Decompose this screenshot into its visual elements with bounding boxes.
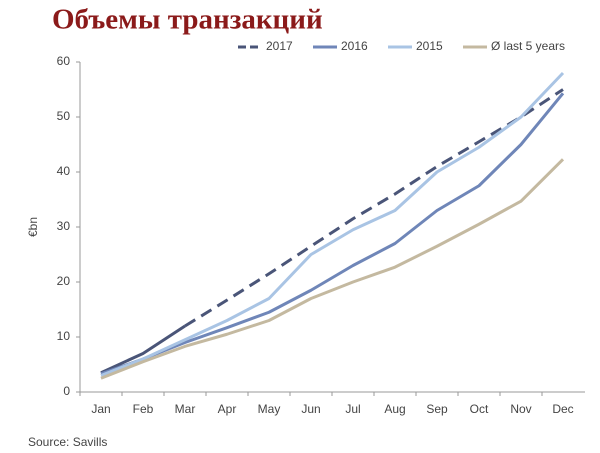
y-tick-label: 30 [57, 219, 71, 233]
line-series [100, 324, 186, 375]
x-tick-label: Apr [218, 402, 237, 416]
line-series [100, 71, 565, 377]
legend-label: 2017 [266, 39, 293, 53]
x-tick-label: Aug [384, 402, 405, 416]
x-tick-label: Jul [345, 402, 360, 416]
x-tick-label: Sep [426, 402, 448, 416]
legend-label: 2016 [341, 39, 368, 53]
source: Source: Savills [28, 435, 107, 449]
legend-label: Ø last 5 years [491, 39, 565, 53]
y-tick-label: 10 [57, 329, 71, 343]
x-tick-label: Dec [552, 402, 573, 416]
y-axis-label: €bn [26, 217, 40, 237]
y-tick-label: 60 [57, 54, 71, 68]
line-series [100, 92, 565, 376]
line-series [184, 88, 564, 328]
x-tick-label: May [258, 402, 281, 416]
x-tick-label: Jun [301, 402, 320, 416]
y-tick-label: 20 [57, 274, 71, 288]
legend-label: 2015 [416, 39, 443, 53]
y-tick-label: 40 [57, 164, 71, 178]
x-tick-label: Mar [175, 402, 196, 416]
x-tick-label: Jan [91, 402, 110, 416]
chart-title: Объемы транзакций [52, 4, 323, 36]
x-tick-label: Feb [133, 402, 154, 416]
y-tick-label: 0 [63, 384, 70, 398]
x-tick-label: Oct [470, 402, 489, 416]
y-tick-label: 50 [57, 109, 71, 123]
x-tick-label: Nov [510, 402, 531, 416]
line-series [100, 158, 565, 380]
